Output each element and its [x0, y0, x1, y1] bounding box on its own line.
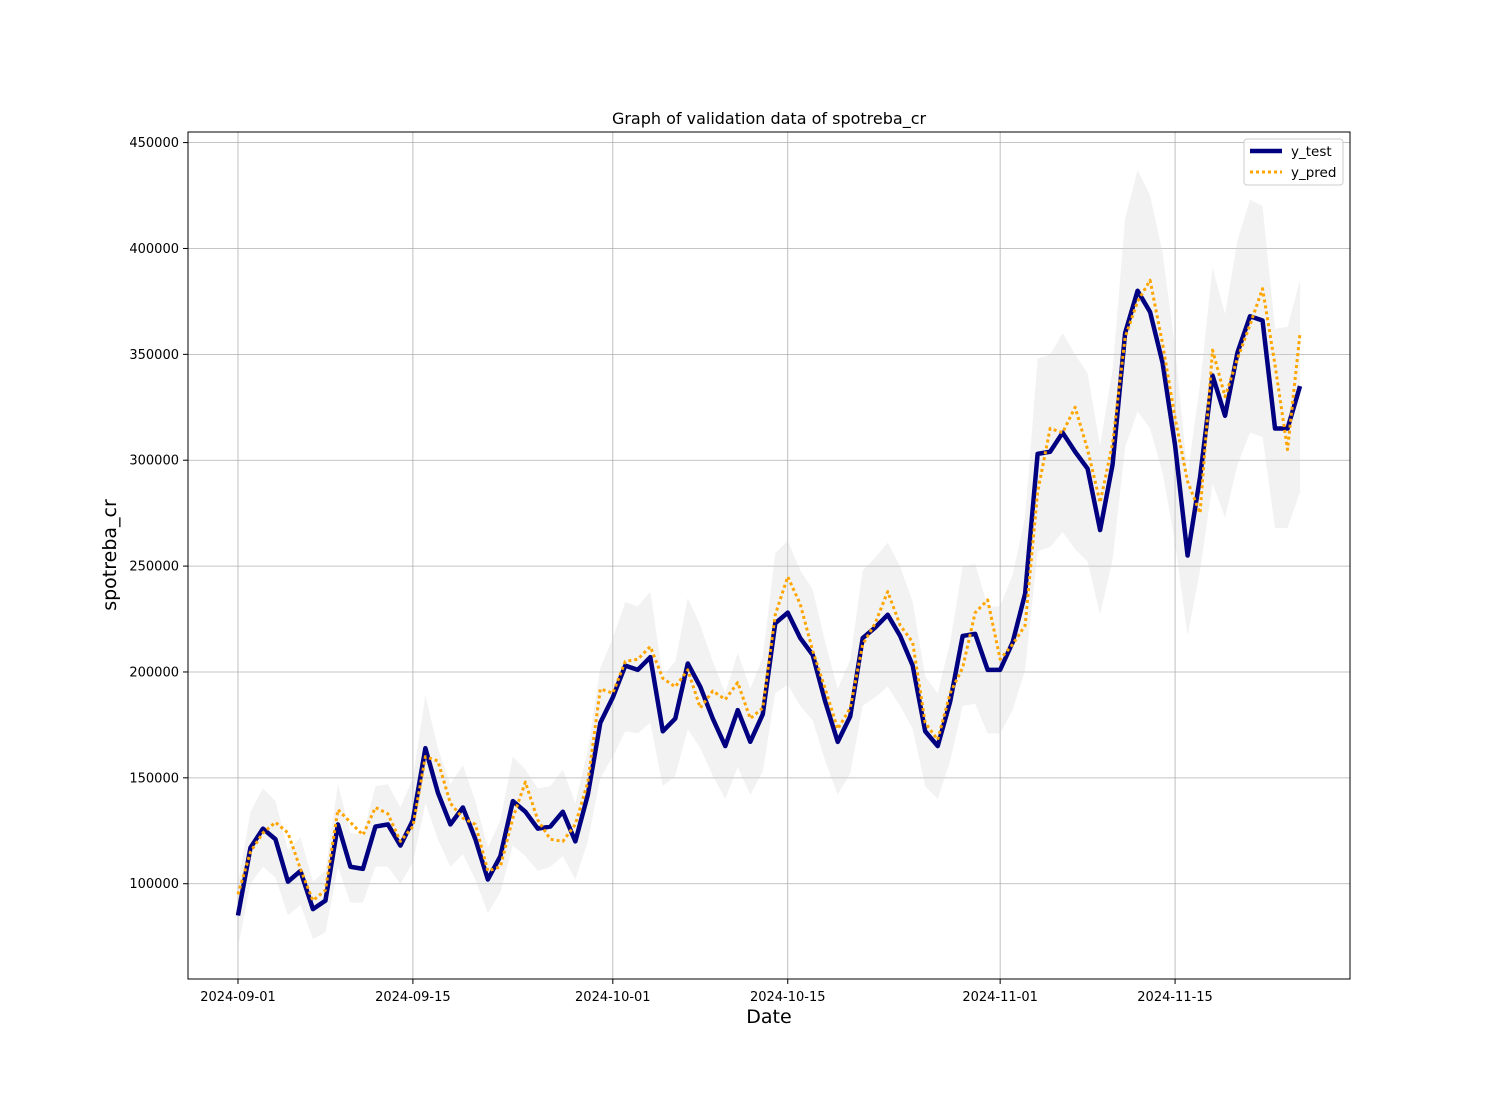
series-line-y-pred	[236, 278, 1302, 903]
chart-title: Graph of validation data of spotreba_cr	[612, 109, 927, 129]
y-tick-label: 450000	[129, 136, 179, 151]
legend: y_test y_pred	[1243, 138, 1344, 186]
x-tick-label: 2024-09-15	[375, 990, 451, 1005]
y-axis-ticks: 100000 150000 200000 250000 300000 350000 4000…	[129, 136, 188, 892]
x-axis-ticks: 2024-09-01 2024-09-15 2024-10-01 2024-10-15…	[200, 979, 1213, 1005]
x-tick-label: 2024-11-15	[1137, 990, 1213, 1005]
x-tick-label: 2024-11-01	[962, 990, 1038, 1005]
y-tick-label: 300000	[129, 454, 179, 469]
y-tick-label: 200000	[129, 665, 179, 680]
y-tick-label: 150000	[129, 771, 179, 786]
x-axis-label: Date	[746, 1006, 791, 1028]
y-tick-label: 400000	[129, 242, 179, 257]
confidence-band-area	[237, 170, 1301, 948]
legend-label-y-test: y_test	[1291, 144, 1332, 160]
x-tick-label: 2024-10-15	[750, 990, 826, 1005]
x-tick-label: 2024-10-01	[575, 990, 651, 1005]
confidence-band	[237, 170, 1301, 948]
y-tick-label: 100000	[129, 877, 179, 892]
y-tick-label: 250000	[129, 560, 179, 575]
legend-label-y-pred: y_pred	[1291, 165, 1336, 181]
plot-area	[188, 132, 1350, 979]
y-axis-label: spotreba_cr	[99, 499, 121, 611]
series-lines	[235, 278, 1303, 916]
x-tick-label: 2024-09-01	[200, 990, 276, 1005]
y-tick-label: 350000	[129, 348, 179, 363]
plot-frame	[187, 131, 1351, 980]
grid	[188, 132, 1350, 979]
